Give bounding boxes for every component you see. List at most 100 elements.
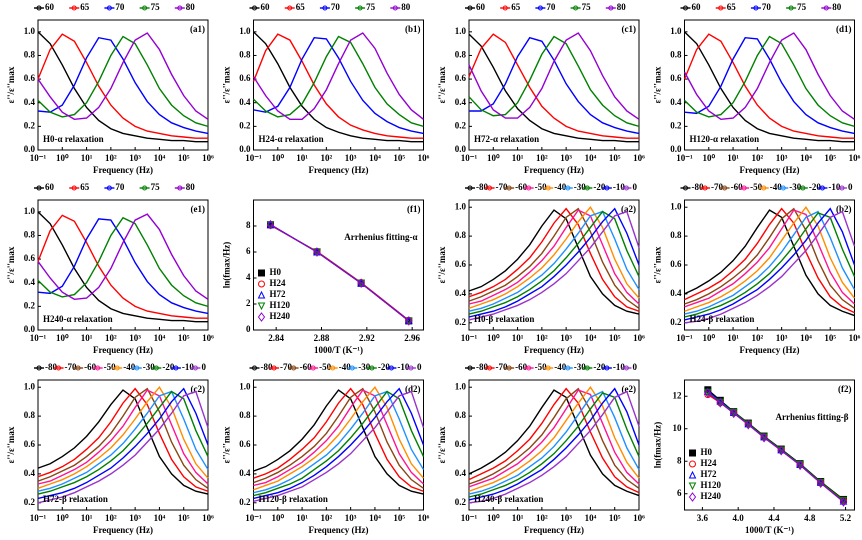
panel-label: (e1) (191, 204, 206, 214)
x-tick-label: 10⁻¹ (245, 153, 262, 163)
marker (257, 312, 266, 322)
series-line (468, 32, 640, 120)
legend-marker (683, 5, 688, 11)
legend-label: -50 (750, 182, 762, 192)
legend-label: 80 (401, 2, 411, 12)
legend-marker (604, 185, 610, 191)
y-tick-label: 0 (246, 324, 251, 334)
y-axis-label: ln(fmax/Hz) (653, 422, 663, 469)
legend-label: -80 (261, 362, 273, 372)
y-axis-label: ε''/ε''max (6, 246, 16, 283)
marker (357, 278, 365, 289)
marker (688, 482, 697, 491)
series-line (469, 36, 640, 135)
legend-marker (487, 365, 493, 371)
annotation: H0-α relaxation (43, 134, 104, 144)
series-line (37, 390, 209, 495)
panel-label: (c1) (622, 24, 637, 34)
x-tick-label: 10⁶ (633, 333, 645, 343)
series-line (468, 209, 640, 315)
plot-frame (253, 379, 424, 511)
x-tick-label: 10³ (129, 153, 141, 163)
legend-label: -40 (123, 362, 135, 372)
y-tick-label: 0.6 (455, 73, 467, 83)
legend-marker (142, 5, 148, 11)
y-tick-label: 1.0 (455, 26, 467, 36)
x-tick-label: 10³ (776, 333, 788, 343)
legend-marker (36, 365, 42, 371)
x-tick-label: 10² (321, 513, 333, 523)
legend-label: 65 (80, 182, 90, 192)
legend-marker (526, 365, 532, 371)
y-tick-label: 0.0 (455, 144, 467, 154)
legend-label: 70 (331, 2, 341, 12)
series-line (253, 389, 424, 495)
legend-label: 65 (296, 2, 306, 12)
y-tick-label: 0.2 (670, 120, 682, 130)
series-line (468, 33, 639, 139)
annotation: Arrhenius fitting-β (776, 412, 849, 422)
x-tick-label: 10⁻¹ (461, 333, 478, 343)
legend-label: H24 (270, 278, 287, 288)
legend-label: -70 (496, 362, 508, 372)
series-line (684, 210, 856, 324)
plot-frame (37, 199, 209, 331)
legend-marker (271, 365, 277, 371)
plot-frame (253, 199, 424, 331)
x-tick-label: 10¹ (727, 333, 739, 343)
x-tick-label: 10⁻¹ (461, 153, 478, 163)
legend-label: -80 (476, 182, 488, 192)
legend-marker (310, 365, 316, 371)
legend-marker (357, 5, 363, 11)
legend-label: -10 (613, 362, 625, 372)
legend-label: -70 (280, 362, 292, 372)
y-tick-label: 0.4 (670, 97, 682, 107)
legend-label: -10 (182, 362, 194, 372)
legend-marker (788, 5, 794, 11)
legend-label: -30 (574, 182, 586, 192)
series-line (468, 210, 640, 312)
series-line (37, 387, 209, 489)
legend-label: H240 (270, 311, 291, 321)
y-tick-label: 0.4 (24, 468, 36, 478)
panel-label: (f2) (838, 384, 852, 394)
legend-label: H240 (701, 491, 722, 501)
x-tick-label: 10¹ (296, 513, 308, 523)
series-line (252, 32, 424, 120)
series-line (253, 35, 424, 128)
x-tick-label: 10⁴ (154, 153, 166, 163)
series-line (37, 213, 209, 300)
legend-marker (173, 365, 179, 371)
y-tick-label: 0.2 (670, 317, 682, 327)
x-tick-label: 10⁶ (633, 513, 645, 523)
series-line (684, 207, 855, 309)
legend-label: -50 (319, 362, 331, 372)
legend-marker (545, 185, 551, 191)
annotation: H0-β relaxation (474, 314, 534, 324)
y-tick-label: 0.6 (24, 73, 36, 83)
legend-label: 0 (632, 362, 637, 372)
y-axis-label: ε''/ε''max (437, 246, 447, 283)
legend-marker (573, 5, 579, 11)
x-tick-label: 10¹ (512, 153, 524, 163)
legend-label: -20 (162, 362, 174, 372)
x-tick-label: 10⁴ (369, 513, 381, 523)
legend-marker (322, 5, 328, 11)
legend-marker (114, 365, 120, 371)
legend-marker (741, 185, 747, 191)
x-axis-label: Frequency (Hz) (739, 345, 799, 355)
x-tick-label: 10⁰ (56, 153, 69, 163)
x-tick-label: 2.84 (268, 333, 284, 343)
y-axis-label: ε''/ε''max (437, 66, 447, 103)
x-tick-label: 10³ (345, 153, 357, 163)
legend-label: 75 (151, 182, 161, 192)
legend-label: -20 (593, 362, 605, 372)
series-line (468, 387, 640, 494)
marker (689, 449, 696, 457)
fit-line (707, 391, 844, 501)
y-axis-label: ε''/ε''max (653, 66, 663, 103)
y-tick-label: 0.0 (24, 144, 36, 154)
plot-frame (37, 19, 209, 151)
legend-marker (71, 185, 77, 191)
y-axis-label: ε''/ε''max (437, 426, 447, 463)
